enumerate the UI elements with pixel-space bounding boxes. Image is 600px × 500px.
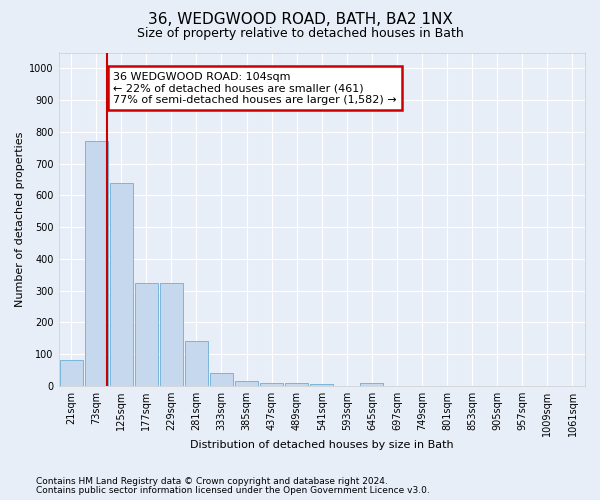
Y-axis label: Number of detached properties: Number of detached properties	[15, 132, 25, 307]
Bar	[160, 282, 183, 386]
Text: 36 WEDGWOOD ROAD: 104sqm
← 22% of detached houses are smaller (461)
77% of semi-: 36 WEDGWOOD ROAD: 104sqm ← 22% of detach…	[113, 72, 397, 104]
Bar	[85, 142, 107, 386]
Bar	[110, 182, 133, 386]
Bar	[285, 383, 308, 386]
Text: Size of property relative to detached houses in Bath: Size of property relative to detached ho…	[137, 28, 463, 40]
Bar	[260, 382, 283, 386]
Bar	[235, 381, 258, 386]
Bar	[59, 360, 83, 386]
Text: Contains HM Land Registry data © Crown copyright and database right 2024.: Contains HM Land Registry data © Crown c…	[36, 477, 388, 486]
Text: Contains public sector information licensed under the Open Government Licence v3: Contains public sector information licen…	[36, 486, 430, 495]
Text: 36, WEDGWOOD ROAD, BATH, BA2 1NX: 36, WEDGWOOD ROAD, BATH, BA2 1NX	[148, 12, 452, 28]
Bar	[135, 282, 158, 386]
Bar	[210, 373, 233, 386]
X-axis label: Distribution of detached houses by size in Bath: Distribution of detached houses by size …	[190, 440, 454, 450]
Bar	[361, 382, 383, 386]
Bar	[310, 384, 333, 386]
Bar	[185, 342, 208, 386]
